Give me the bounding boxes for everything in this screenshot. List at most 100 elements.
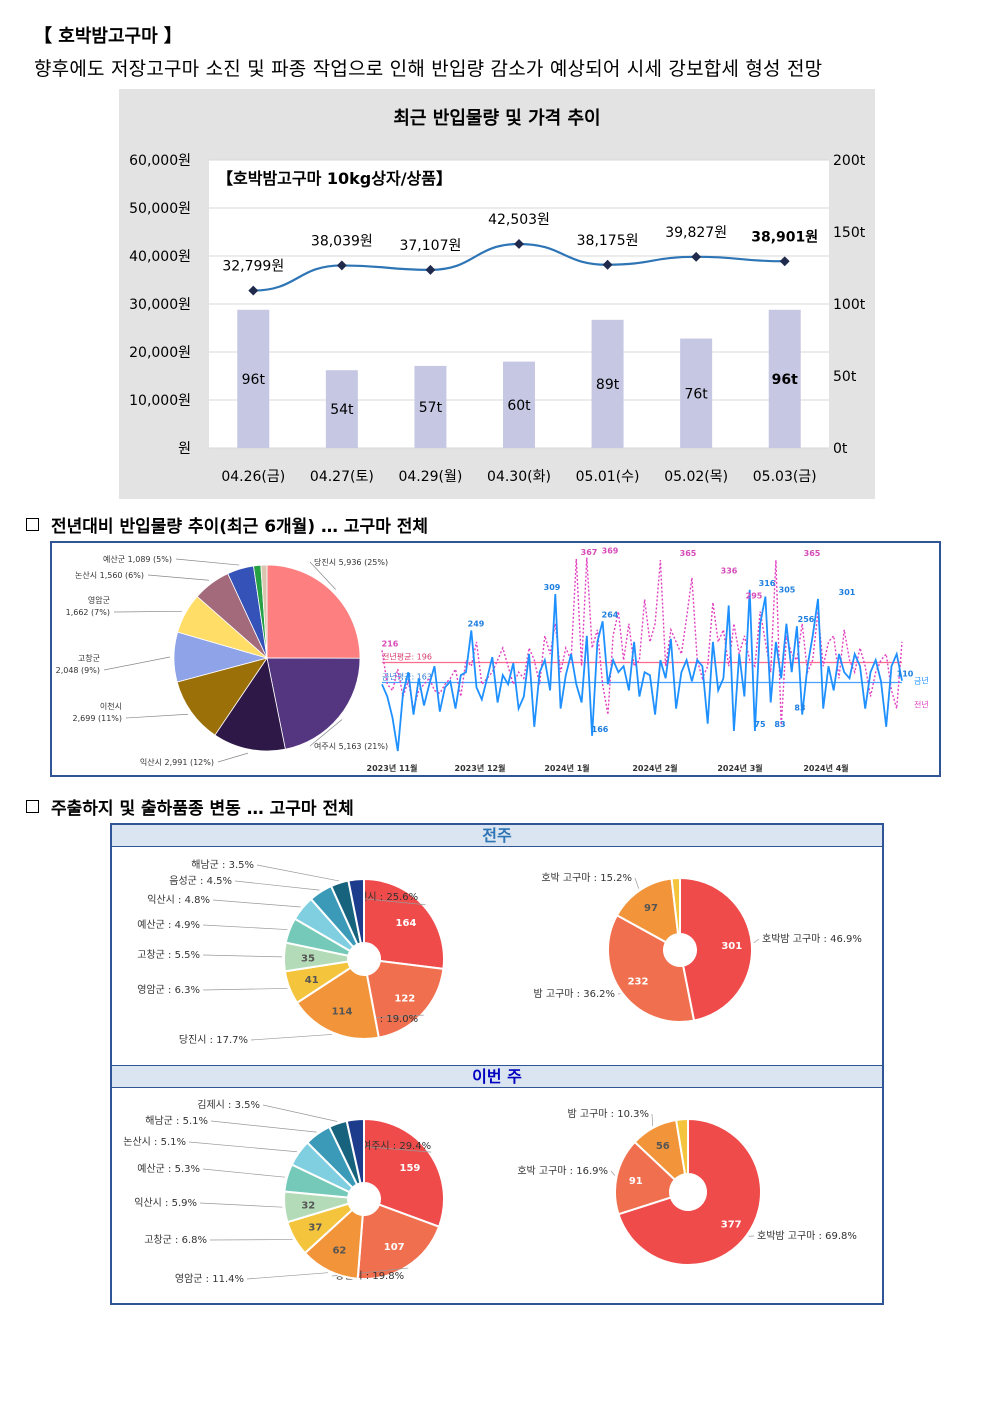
donut-leader-line <box>753 938 760 944</box>
x-tick-label: 2024년 3월 <box>717 763 762 773</box>
yearly-comparison-panel: 당진시 5,936 (25%) 여주시 5,163 (21%) 익산시 2,991 … <box>50 541 941 777</box>
origin-variety-panel: 전주 이번 주 164 이천시 : 25.6% 122 여주시 : 19.0% 114 당… <box>110 823 884 1305</box>
series-line <box>381 589 903 752</box>
donut-leader-line <box>250 1034 332 1041</box>
donut-category-label: 호박밤 고구마 : 69.8% <box>757 1230 857 1242</box>
donut-value-label: 122 <box>394 993 415 1004</box>
band-this-week: 이번 주 <box>112 1065 882 1088</box>
donut-value-label: 41 <box>305 975 319 986</box>
price-marker <box>425 264 436 275</box>
pie-label: 1,662 (7%) <box>66 608 110 617</box>
volume-bar-label: 60t <box>507 398 531 414</box>
donut-value-label: 301 <box>721 941 742 952</box>
donut-leader-line <box>246 1272 329 1280</box>
pie-label: 이천시 <box>100 701 122 711</box>
right-tick-label: 50t <box>833 369 857 385</box>
donut-category-label: 호박 고구마 : 15.2% <box>541 872 632 884</box>
donut-category-label: 영암군 : 11.4% <box>175 1273 244 1285</box>
donut-leader-line <box>202 954 283 958</box>
price-label: 38,901원 <box>751 229 818 245</box>
volume-bar-label: 96t <box>772 372 798 388</box>
peak-annotation: 316 <box>759 579 776 588</box>
checkbox-square-icon <box>26 518 39 531</box>
pie-label: 여주시 5,163 (21%) <box>314 741 388 751</box>
inner-chart-label: 【호박밤고구마 10kg상자/상품】 <box>217 169 452 188</box>
right-tick-label: 150t <box>833 225 866 241</box>
peak-annotation: 369 <box>602 547 619 556</box>
donut-hole <box>664 934 696 966</box>
price-volume-svg: 최근 반입물량 및 가격 추이 96t 54t 57t 60t 89t 76t 96t 32… <box>129 107 866 485</box>
x-tick-label: 2023년 12월 <box>455 763 506 773</box>
chart-title: 최근 반입물량 및 가격 추이 <box>393 107 600 129</box>
price-label: 39,827원 <box>665 225 727 241</box>
donut-category-label: 고창군 : 6.8% <box>144 1234 207 1246</box>
pie-slice <box>266 564 361 659</box>
donut-category-label: 밤 고구마 : 36.2% <box>534 988 615 1000</box>
donut-category-label: 고창군 : 5.5% <box>137 949 200 961</box>
donut-leader-line <box>256 864 340 882</box>
donut-value-label: 35 <box>301 954 315 965</box>
volume-bar-label: 89t <box>596 377 620 393</box>
x-tick-label: 2023년 11월 <box>367 763 418 773</box>
donut-leader-line <box>262 1104 338 1122</box>
donut-value-label: 107 <box>384 1242 405 1253</box>
yearly-comparison-svg: 당진시 5,936 (25%) 여주시 5,163 (21%) 익산시 2,991 … <box>56 547 929 773</box>
donut-value-label: 91 <box>629 1176 643 1187</box>
donut-leader-line <box>610 1170 616 1176</box>
peak-annotation: 83 <box>774 720 785 729</box>
pie-slice <box>214 656 286 752</box>
peak-annotation: 249 <box>468 619 485 628</box>
donut-leader-line <box>202 1168 285 1178</box>
x-tick-label: 05.01(수) <box>576 469 640 485</box>
section-title: 주출하지 및 출하품종 변동 … 고구마 전체 <box>51 799 354 819</box>
price-marker <box>602 259 613 270</box>
donut-category-label: 논산시 : 5.1% <box>123 1136 186 1148</box>
left-tick-label: 40,000원 <box>129 249 191 265</box>
peak-annotation: 83 <box>794 704 805 713</box>
donut-value-label: 97 <box>644 903 658 914</box>
peak-annotation: 264 <box>602 610 619 619</box>
donut-leader-line <box>210 1120 317 1133</box>
pie-leader-line <box>125 713 189 719</box>
donut-leader-line <box>212 899 301 908</box>
price-marker <box>779 256 790 267</box>
volume-bar-label: 54t <box>330 402 354 418</box>
left-tick-label: 60,000원 <box>129 153 191 169</box>
left-tick-label: 20,000원 <box>129 345 191 361</box>
section-volume-trend: 전년대비 반입물량 추이(최근 6개월) … 고구마 전체 <box>26 512 428 537</box>
peak-annotation: 110 <box>897 670 914 679</box>
peak-annotation: 367 <box>581 548 598 557</box>
volume-bar <box>414 365 447 448</box>
pie-slice <box>266 657 361 750</box>
volume-bar <box>591 319 624 448</box>
volume-bar <box>768 309 801 448</box>
left-tick-label: 50,000원 <box>129 201 191 217</box>
donut-category-label: 당진시 : 17.7% <box>179 1034 248 1046</box>
donut-category-label: 여주시 : 29.4% <box>362 1140 431 1152</box>
donut-category-label: 호박밤 고구마 : 46.9% <box>762 933 862 945</box>
pie-label: 당진시 5,936 (25%) <box>314 557 388 567</box>
right-tick-label: 0t <box>833 441 848 457</box>
peak-annotation: 301 <box>839 588 856 597</box>
peak-annotation: 365 <box>804 549 821 558</box>
donut-value-label: 114 <box>332 1007 353 1018</box>
pie-leader-line <box>309 719 343 747</box>
pie-label: 고창군 <box>78 654 100 663</box>
peak-annotation: 305 <box>779 585 796 594</box>
donut-category-label: 김제시 : 3.5% <box>197 1099 260 1111</box>
price-marker <box>336 260 347 271</box>
market-outlook-text: 향후에도 저장고구마 소진 및 파종 작업으로 인해 반입량 감소가 예상되어 … <box>34 58 823 80</box>
pie-leader-line <box>175 558 240 566</box>
volume-bar <box>237 309 270 448</box>
x-tick-label: 2024년 2월 <box>632 763 677 773</box>
price-label: 37,107원 <box>399 238 461 254</box>
pie-label: 2,699 (11%) <box>73 714 122 723</box>
left-tick-label: 10,000원 <box>129 393 191 409</box>
pie-label: 익산시 2,991 (12%) <box>140 757 214 767</box>
pie-label: 2,048 (9%) <box>56 666 100 675</box>
price-label: 32,799원 <box>222 259 284 275</box>
x-tick-label: 04.27(토) <box>310 469 374 485</box>
legend-previous: 전년 <box>914 699 929 709</box>
price-label: 38,039원 <box>311 233 373 249</box>
